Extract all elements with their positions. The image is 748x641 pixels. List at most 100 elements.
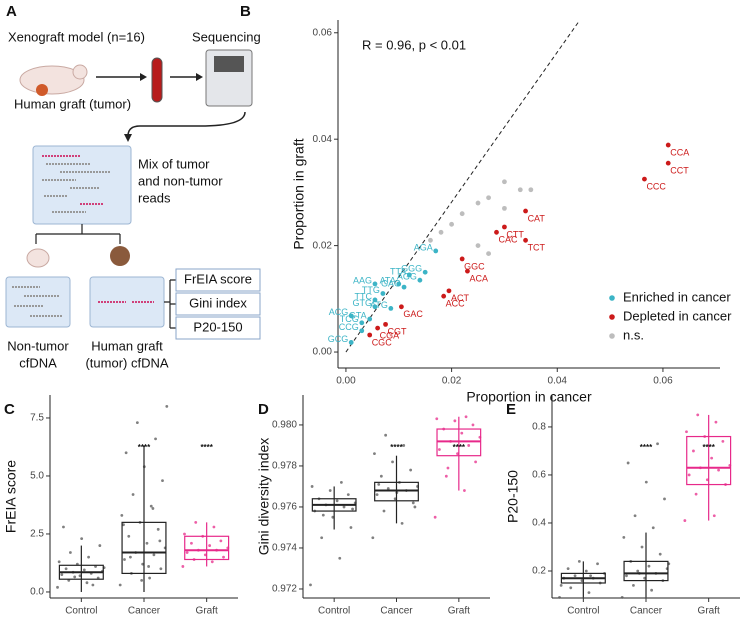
y-tick-label: 0.4 — [532, 518, 546, 529]
point-label: AAG — [353, 275, 372, 285]
point — [190, 541, 193, 545]
point-label: ATG — [370, 300, 388, 310]
point — [372, 304, 378, 310]
y-tick-label: 7.5 — [30, 413, 44, 424]
point — [687, 473, 691, 477]
point — [57, 560, 61, 564]
metric-box — [175, 292, 261, 316]
point — [348, 313, 354, 319]
point-label: CAC — [499, 235, 519, 245]
point — [685, 430, 688, 434]
box — [686, 435, 732, 486]
point-label: GTA — [349, 310, 367, 320]
point — [212, 525, 216, 529]
panel-label: C — [4, 401, 15, 418]
point — [141, 562, 145, 566]
point-label: TTA — [390, 266, 406, 276]
y-axis-title: FrEIA score — [3, 460, 19, 533]
point — [154, 437, 157, 441]
point — [349, 526, 353, 529]
point — [400, 521, 404, 525]
point — [528, 187, 534, 193]
reads-box — [5, 276, 71, 328]
point — [140, 578, 144, 582]
point — [471, 423, 475, 427]
point — [411, 501, 415, 505]
point — [145, 541, 149, 545]
y-tick-label: 0.2 — [532, 566, 546, 577]
point — [321, 513, 325, 517]
point — [339, 480, 343, 484]
point — [523, 208, 528, 214]
point — [402, 444, 406, 447]
point — [380, 291, 386, 296]
metric-text: Gini index — [189, 295, 247, 310]
point — [367, 332, 373, 338]
point — [712, 514, 716, 518]
y-tick-label: 0.04 — [313, 134, 333, 145]
panel-label: A — [6, 3, 17, 20]
point — [656, 442, 659, 446]
point — [459, 256, 465, 262]
y-tick-label: 0.06 — [313, 27, 333, 38]
point-label: GGC — [464, 261, 485, 271]
point — [464, 415, 468, 419]
point — [433, 248, 439, 254]
significance: **** — [200, 443, 213, 452]
point — [580, 579, 584, 582]
point — [91, 583, 95, 587]
significance: **** — [702, 443, 715, 452]
mix-text: and non-tumor — [138, 173, 223, 188]
point — [456, 452, 459, 456]
point — [210, 560, 214, 564]
y-axis-title: Gini diversity index — [256, 438, 272, 556]
point — [559, 583, 563, 587]
legend-swatch — [609, 314, 615, 320]
point — [348, 340, 354, 345]
box — [184, 535, 230, 561]
point — [399, 304, 404, 310]
point — [122, 523, 125, 527]
y-axis-title: Proportion in graft — [291, 138, 307, 249]
panel-label: B — [240, 3, 251, 20]
point — [444, 474, 448, 478]
point — [338, 556, 342, 560]
legend-label: Enriched in cancer — [623, 289, 731, 304]
x-tick-label: Cancer — [630, 606, 663, 617]
point — [409, 468, 413, 472]
y-tick-label: 0.8 — [532, 422, 546, 433]
point — [82, 568, 86, 572]
x-tick-label: Graft — [448, 606, 470, 617]
y-tick-label: 5.0 — [30, 471, 44, 482]
x-tick-label: Control — [318, 606, 350, 617]
metric-box — [175, 268, 261, 292]
legend-swatch — [609, 333, 615, 339]
point — [644, 480, 648, 484]
point — [643, 576, 647, 580]
point — [85, 581, 89, 585]
point — [577, 559, 581, 563]
point — [388, 306, 394, 311]
point — [208, 544, 212, 547]
significance: **** — [453, 443, 466, 452]
point — [123, 558, 126, 561]
arrow-head — [140, 73, 147, 81]
point — [636, 569, 640, 573]
point — [384, 433, 388, 437]
legend-label: Depleted in cancer — [623, 308, 732, 323]
point — [441, 293, 447, 299]
x-tick-label: Cancer — [380, 606, 413, 617]
point — [502, 205, 507, 211]
point-label: CGT — [388, 327, 408, 337]
point — [714, 420, 718, 424]
x-tick-label: Graft — [698, 606, 720, 617]
x-tick-label: 0.06 — [653, 376, 673, 387]
x-tick-label: 0.04 — [548, 376, 568, 387]
model-text: Xenograft model (n=16) — [8, 29, 145, 44]
point — [159, 567, 163, 571]
point — [156, 527, 160, 531]
point — [359, 328, 365, 334]
x-tick-label: 0.02 — [442, 376, 462, 387]
